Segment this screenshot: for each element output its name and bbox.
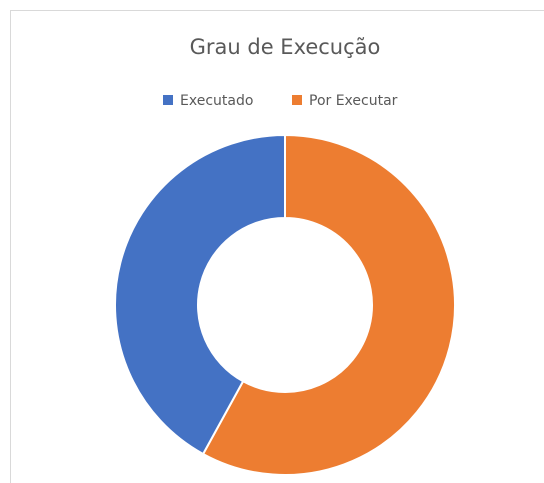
- donut-slice: [114, 133, 286, 456]
- legend-swatch: [163, 95, 173, 105]
- legend-label: Executado: [180, 93, 253, 109]
- legend-swatch: [292, 95, 302, 105]
- donut-slice: [201, 133, 456, 476]
- chart-title: Grau de Execução: [190, 35, 381, 59]
- chart-frame: [10, 10, 544, 483]
- legend-label: Por Executar: [309, 93, 398, 109]
